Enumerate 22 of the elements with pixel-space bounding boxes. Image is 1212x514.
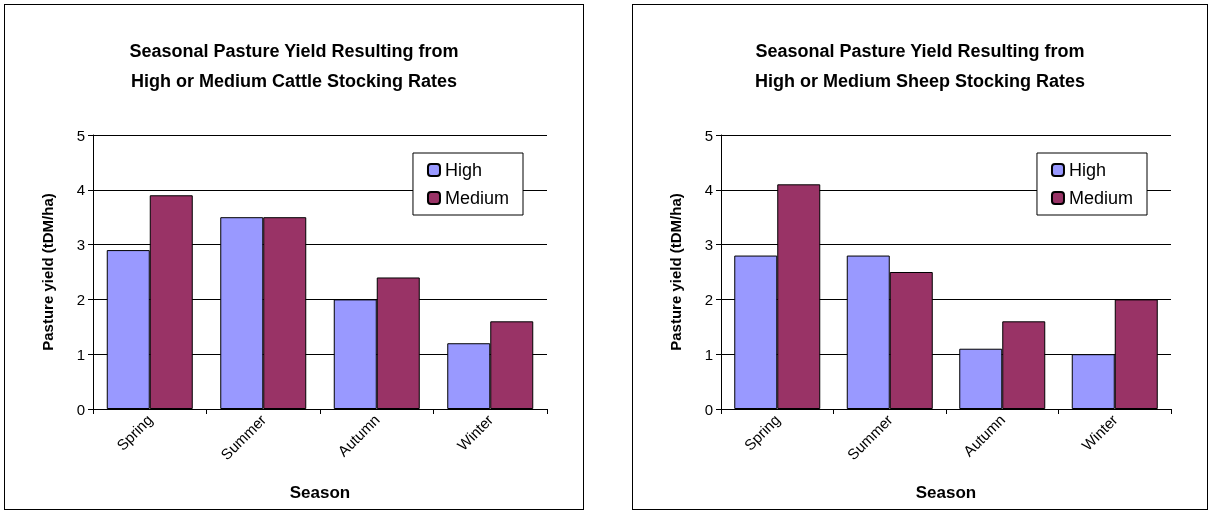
y-tick-label: 4	[76, 181, 85, 199]
legend-label: High	[1068, 160, 1107, 180]
y-axis-title: Pasture yield (tDM/ha)	[667, 193, 684, 351]
legend-label: Medium	[1068, 188, 1134, 208]
legend-label: High	[444, 160, 483, 180]
legend-label: Medium	[444, 188, 510, 208]
y-tick-label: 5	[704, 126, 713, 144]
y-tick-label: 3	[76, 236, 85, 254]
x-axis-title: Season	[289, 483, 351, 502]
y-tick-label: 5	[76, 126, 85, 144]
y-tick-label: 2	[76, 290, 85, 308]
y-tick-label: 4	[704, 181, 713, 199]
y-tick-label: 2	[704, 290, 713, 308]
y-tick-label: 0	[76, 400, 85, 418]
chart-title: Seasonal Pasture Yield Resulting from High or Medium Sheep Stocking Rates	[754, 41, 1086, 91]
y-tick-label: 1	[76, 345, 85, 363]
chart-title: Seasonal Pasture Yield Resulting from High or Medium Cattle Stocking Rates	[129, 41, 459, 91]
y-tick-label: 3	[704, 236, 713, 254]
x-axis-title: Season	[915, 483, 977, 502]
y-tick-label: 1	[704, 345, 713, 363]
y-axis-title: Pasture yield (tDM/ha)	[39, 193, 56, 351]
y-tick-label: 0	[704, 400, 713, 418]
